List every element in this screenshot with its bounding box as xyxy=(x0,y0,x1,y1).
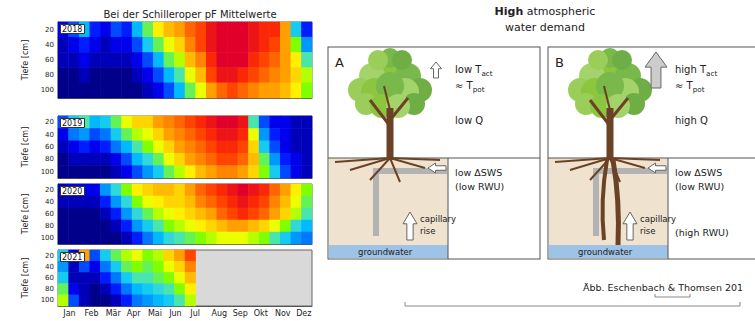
svg-text:Jul: Jul xyxy=(189,309,200,318)
svg-text:80: 80 xyxy=(45,71,54,79)
svg-text:Tiefe [cm]: Tiefe [cm] xyxy=(21,194,30,236)
svg-text:High atmospheric: High atmospheric xyxy=(495,5,596,18)
svg-text:Nov: Nov xyxy=(275,309,291,318)
svg-text:80: 80 xyxy=(45,222,54,230)
svg-text:20: 20 xyxy=(45,118,54,126)
svg-text:Mär: Mär xyxy=(106,309,122,318)
svg-text:water demand: water demand xyxy=(505,21,585,34)
svg-text:2019: 2019 xyxy=(62,119,82,128)
svg-text:Tiefe [cm]: Tiefe [cm] xyxy=(21,127,30,169)
svg-text:20: 20 xyxy=(45,26,54,34)
svg-text:Jun: Jun xyxy=(168,309,182,318)
svg-text:B: B xyxy=(555,55,564,70)
svg-text:Apr: Apr xyxy=(127,309,142,318)
svg-text:Feb: Feb xyxy=(84,309,98,318)
svg-text:low ΔSWS: low ΔSWS xyxy=(675,167,722,178)
svg-text:low ΔSWS: low ΔSWS xyxy=(455,167,502,178)
svg-text:40: 40 xyxy=(45,263,54,271)
svg-text:Dez: Dez xyxy=(296,309,311,318)
svg-text:60: 60 xyxy=(45,274,54,282)
svg-text:(low RWU): (low RWU) xyxy=(455,181,504,192)
svg-text:groundwater: groundwater xyxy=(578,247,633,257)
svg-text:(low RWU): (low RWU) xyxy=(675,181,724,192)
svg-text:2020: 2020 xyxy=(62,187,82,196)
svg-text:rise: rise xyxy=(420,226,436,236)
svg-text:capillary: capillary xyxy=(640,214,676,224)
svg-text:20: 20 xyxy=(45,186,54,194)
svg-text:2018: 2018 xyxy=(62,25,82,34)
svg-text:40: 40 xyxy=(45,41,54,49)
svg-text:Tiefe [cm]: Tiefe [cm] xyxy=(21,258,30,300)
svg-text:Jan: Jan xyxy=(62,309,75,318)
svg-text:high Tact: high Tact xyxy=(675,64,717,78)
svg-text:100: 100 xyxy=(41,296,54,304)
svg-text:high Q: high Q xyxy=(675,115,708,126)
svg-text:Äbb. Eschenbach & Thomsen 201: Äbb. Eschenbach & Thomsen 201 xyxy=(583,282,743,293)
svg-text:Aug: Aug xyxy=(211,309,227,318)
svg-text:Sep: Sep xyxy=(233,309,248,318)
svg-text:60: 60 xyxy=(45,210,54,218)
svg-text:capillary: capillary xyxy=(420,214,456,224)
svg-text:2021: 2021 xyxy=(62,253,82,262)
svg-text:(high RWU): (high RWU) xyxy=(675,227,729,238)
svg-text:≈ Tpot: ≈ Tpot xyxy=(455,80,485,94)
svg-text:Tiefe [cm]: Tiefe [cm] xyxy=(21,40,30,82)
svg-text:Bei der Schilleroper pF Mittel: Bei der Schilleroper pF Mittelwerte xyxy=(103,9,276,20)
svg-text:60: 60 xyxy=(45,143,54,151)
svg-text:100: 100 xyxy=(41,234,54,242)
svg-text:20: 20 xyxy=(45,252,54,260)
svg-text:100: 100 xyxy=(41,86,54,94)
svg-text:groundwater: groundwater xyxy=(358,247,413,257)
svg-text:A: A xyxy=(335,55,344,70)
svg-text:60: 60 xyxy=(45,56,54,64)
svg-text:40: 40 xyxy=(45,198,54,206)
svg-text:40: 40 xyxy=(45,131,54,139)
svg-text:rise: rise xyxy=(640,226,656,236)
svg-text:Mai: Mai xyxy=(148,309,162,318)
svg-text:100: 100 xyxy=(41,168,54,176)
svg-text:80: 80 xyxy=(45,155,54,163)
svg-text:≈ Tpot: ≈ Tpot xyxy=(675,80,705,94)
svg-text:80: 80 xyxy=(45,285,54,293)
svg-text:low Tact: low Tact xyxy=(455,64,493,78)
svg-text:Okt: Okt xyxy=(254,309,268,318)
svg-text:low Q: low Q xyxy=(455,115,483,126)
